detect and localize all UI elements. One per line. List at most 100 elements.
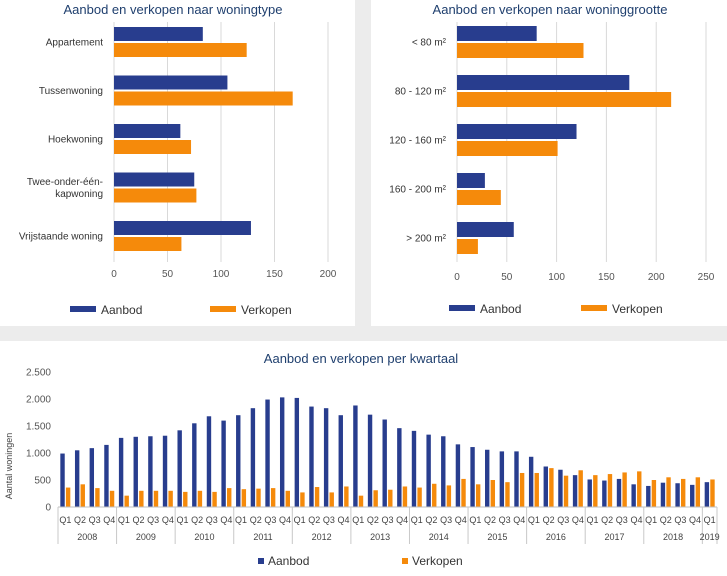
bar-verkopen-160-200-m [457,190,501,205]
bar-aanbod-44 [704,482,710,507]
quarter-label: Q4 [396,515,408,525]
bar-aanbod-40 [646,485,651,507]
quarter-label: Q2 [425,515,437,525]
bar-aanbod-4 [118,437,124,507]
chart-panel-kwartaal: Aanbod en verkopen per kwartaal Aantal w… [0,341,727,576]
quarter-label: Q3 [264,515,276,525]
bar-verkopen-19 [344,486,349,507]
bar-aanbod-5 [133,436,138,507]
bar-verkopen-30 [505,482,510,507]
bar-verkopen-hoekwoning [114,140,192,154]
bar-verkopen-1 [80,484,85,507]
quarter-label: Q3 [323,515,335,525]
bar-aanbod-9 [192,423,197,507]
bar-verkopen-20 [358,495,364,507]
bar-aanbod-20 [353,405,358,507]
bar-verkopen-38 [622,472,627,507]
year-label-2010: 2010 [194,532,214,542]
bar-verkopen-41 [666,477,671,507]
bar-verkopen-21 [373,490,378,507]
bar-verkopen-42 [680,478,686,507]
bar-aanbod-14 [265,399,270,507]
bar-aanbod-3 [104,444,109,507]
bar-verkopen-32 [534,472,539,507]
quarter-label: Q4 [162,515,174,525]
quarter-label: Q4 [338,515,350,525]
category-label-200-m: > 200 m² [406,234,446,245]
bar-verkopen-15 [285,490,290,507]
bar-aanbod-16 [294,397,300,507]
quarter-label: Q2 [601,515,613,525]
quarter-label: Q2 [74,515,86,525]
bar-aanbod-1 [74,450,80,507]
bar-verkopen-44 [710,479,715,507]
quarter-label: Q2 [133,515,145,525]
legend-label-verkopen: Verkopen [241,303,292,317]
bar-verkopen-tussenwoning [114,91,293,106]
bar-aanbod-160-200-m [457,173,485,188]
quarter-label: Q1 [59,515,71,525]
x-tick-label: 50 [501,272,513,283]
quarter-label: Q1 [411,515,423,525]
bar-aanbod-6 [148,436,153,507]
bar-aanbod-38 [616,478,622,507]
bar-aanbod-twee-onder-n-kapwoning [114,172,195,187]
quarter-label: Q3 [557,515,569,525]
bar-aanbod-0 [60,453,65,507]
x-tick-label: 0 [111,269,117,280]
bar-verkopen-40 [651,480,657,507]
quarter-label: Q2 [660,515,672,525]
bar-aanbod-15 [279,397,285,507]
bar-aanbod-21 [367,414,373,507]
chart-kwartaal: Aanbod en verkopen per kwartaal Aantal w… [4,351,720,568]
quarter-label: Q1 [645,515,657,525]
chart-woninggrootte: Aanbod en verkopen naar woninggrootte < … [389,2,714,316]
bar-aanbod-25 [426,434,431,507]
quarter-label: Q1 [528,515,540,525]
bar-verkopen-34 [563,475,569,507]
bar-verkopen-80-120-m [457,92,672,107]
bar-aanbod-30 [499,451,505,507]
bar-verkopen-24 [417,487,422,507]
bar-aanbod-11 [221,420,226,507]
legend-swatch-verkopen [210,306,236,312]
quarter-label: Q2 [543,515,555,525]
bar-aanbod-34 [558,469,563,507]
bar-verkopen-8 [183,491,188,507]
bar-aanbod-19 [338,415,343,507]
bar-verkopen-4 [124,495,129,507]
bar-verkopen-35 [578,470,583,507]
legend-label-verkopen: Verkopen [612,302,663,316]
y-tick-label: 0 [45,503,51,514]
quarter-label: Q1 [118,515,130,525]
bar-aanbod-18 [323,408,329,507]
year-label-2014: 2014 [429,532,449,542]
legend-label-aanbod: Aanbod [101,303,142,317]
y-tick-label: 2.000 [26,395,51,406]
quarter-label: Q2 [250,515,262,525]
bar-verkopen-17 [314,487,320,507]
bar-aanbod-17 [309,406,314,507]
bar-aanbod-vrijstaande-woning [114,221,251,235]
year-label-2012: 2012 [312,532,332,542]
bar-aanbod-35 [572,475,578,507]
bar-verkopen-2 [95,488,100,507]
bar-verkopen-16 [300,492,305,507]
category-label-appartement: Appartement [46,38,103,49]
bar-aanbod-27 [455,444,461,507]
legend-swatch-aanbod [449,305,475,311]
bar-aanbod-28 [470,447,475,507]
legend-label-aanbod: Aanbod [480,302,521,316]
x-tick-label: 200 [320,269,337,280]
quarter-label: Q1 [704,515,716,525]
legend-swatch-verkopen [402,558,408,564]
y-tick-label: 1.500 [26,422,51,433]
bar-aanbod-appartement [114,27,203,41]
quarter-label: Q3 [616,515,628,525]
legend-label-verkopen: Verkopen [412,554,463,568]
bar-verkopen-36 [593,475,598,507]
quarter-label: Q2 [308,515,320,525]
bar-aanbod-hoekwoning [114,124,181,138]
bar-verkopen-26 [446,485,452,507]
category-label-80-120-m: 80 - 120 m² [395,87,447,98]
